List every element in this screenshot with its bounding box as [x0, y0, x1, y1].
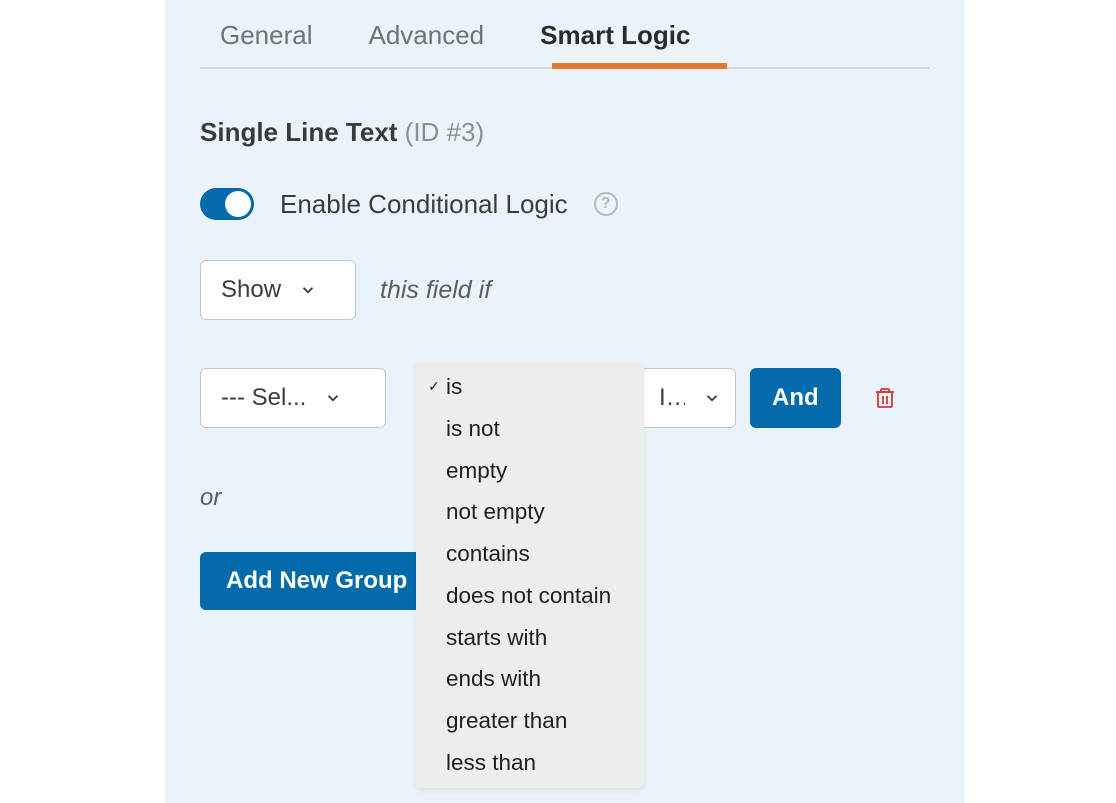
field-title: Single Line Text (ID #3): [200, 117, 930, 148]
tab-bar: General Advanced Smart Logic: [200, 20, 930, 69]
operator-option-is[interactable]: ✓is: [416, 366, 644, 408]
operator-option-is-not[interactable]: is not: [416, 408, 644, 450]
chevron-down-icon: [703, 389, 721, 407]
operator-option-does-not-contain[interactable]: does not contain: [416, 575, 644, 617]
operator-dropdown: ✓is is not empty not empty contains does…: [416, 362, 644, 788]
enable-logic-label: Enable Conditional Logic: [280, 189, 568, 220]
enable-logic-row: Enable Conditional Logic ?: [200, 188, 930, 220]
and-button[interactable]: And: [750, 368, 841, 428]
help-icon[interactable]: ?: [594, 192, 618, 216]
condition-field-value: --- Sel...: [221, 384, 306, 412]
add-new-group-button[interactable]: Add New Group: [200, 552, 433, 610]
chevron-down-icon: [299, 281, 317, 299]
operator-option-less-than[interactable]: less than: [416, 742, 644, 784]
operator-option-empty[interactable]: empty: [416, 450, 644, 492]
operator-option-not-empty[interactable]: not empty: [416, 491, 644, 533]
condition-row: --- Sel... I... And ✓is is not empty not…: [200, 368, 930, 428]
field-id: (ID #3): [405, 117, 484, 147]
action-select-value: Show: [221, 276, 281, 304]
delete-rule-button[interactable]: [873, 385, 897, 411]
settings-panel: General Advanced Smart Logic Single Line…: [165, 0, 965, 803]
tab-general[interactable]: General: [220, 20, 313, 67]
field-name: Single Line Text: [200, 117, 397, 147]
condition-field-select[interactable]: --- Sel...: [200, 368, 386, 428]
condition-value-select[interactable]: I...: [640, 368, 736, 428]
operator-option-contains[interactable]: contains: [416, 533, 644, 575]
chevron-down-icon: [324, 389, 342, 407]
active-tab-indicator: [552, 63, 727, 69]
action-suffix: this field if: [380, 276, 491, 305]
toggle-knob: [225, 191, 251, 217]
action-select[interactable]: Show: [200, 260, 356, 320]
tab-smart-logic[interactable]: Smart Logic: [540, 20, 690, 67]
trash-icon: [873, 385, 897, 411]
condition-value-text: I...: [659, 384, 685, 412]
action-row: Show this field if: [200, 260, 930, 320]
tab-advanced[interactable]: Advanced: [369, 20, 485, 67]
operator-option-starts-with[interactable]: starts with: [416, 617, 644, 659]
enable-logic-toggle[interactable]: [200, 188, 254, 220]
check-icon: ✓: [426, 376, 442, 397]
operator-option-greater-than[interactable]: greater than: [416, 700, 644, 742]
operator-option-ends-with[interactable]: ends with: [416, 658, 644, 700]
